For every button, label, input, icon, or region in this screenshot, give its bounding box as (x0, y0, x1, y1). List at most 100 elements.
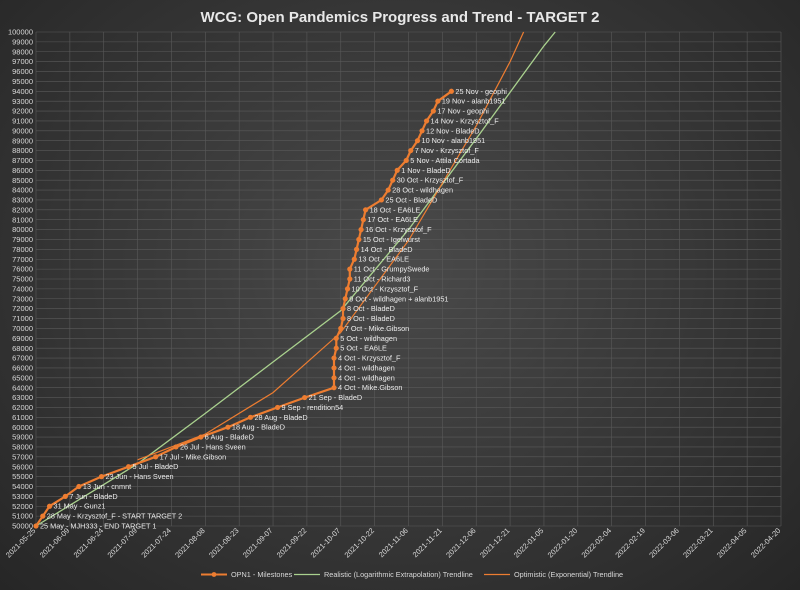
milestone-point (331, 375, 337, 381)
milestone-label: 25 May - MJH333 - END TARGET 1 (40, 522, 156, 531)
milestone-label: 28 Oct - wildhagen (392, 186, 453, 195)
y-tick-label: 68000 (12, 344, 33, 353)
milestone-label: 14 Oct - BladeD (361, 245, 413, 254)
legend-realistic-text: Realistic (Logarithmic Extrapolation) Tr… (324, 570, 473, 579)
milestone-label: 5 Jul - BladeD (133, 462, 179, 471)
milestone-point (153, 454, 159, 460)
y-tick-label: 80000 (12, 225, 33, 234)
milestone-point (448, 88, 454, 94)
y-tick-label: 90000 (12, 126, 33, 135)
milestone-label: 26 Jul - Hans Sveen (180, 442, 246, 451)
y-tick-label: 72000 (12, 304, 33, 313)
y-tick-label: 75000 (12, 275, 33, 284)
x-axis: 2021-05-25 2021-06-09 2021-06-24 2021-07-09… (4, 526, 782, 559)
y-tick-label: 83000 (12, 196, 33, 205)
milestone-label: 28 Aug - BladeD (254, 413, 307, 422)
milestone-label: 8 Oct - BladeD (347, 304, 395, 313)
x-tick-label: 2021-07-09 (106, 526, 139, 559)
y-tick-label: 81000 (12, 215, 33, 224)
y-tick-label: 50000 (12, 522, 33, 531)
milestone-point (408, 147, 414, 154)
x-tick-label: 2022-02-04 (580, 526, 613, 559)
y-tick-label: 64000 (12, 383, 33, 392)
x-tick-label: 2021-06-09 (38, 526, 71, 559)
milestone-point (247, 414, 254, 420)
milestone-point (347, 276, 353, 282)
x-tick-label: 2022-03-06 (647, 526, 680, 559)
milestone-point (125, 464, 132, 470)
milestone-label: 7 Nov - Krzysztof_F (415, 146, 480, 155)
milestone-point (378, 197, 385, 203)
milestone-label: 11 Oct - GrumpySwede (354, 265, 430, 274)
milestone-point (360, 217, 366, 223)
y-tick-label: 78000 (12, 245, 33, 254)
y-tick-label: 94000 (12, 87, 33, 96)
y-tick-label: 54000 (12, 482, 33, 491)
milestone-label: 31 May - Gunz1 (54, 502, 106, 511)
milestone-point (331, 355, 337, 361)
realistic-trendline (35, 31, 556, 527)
milestone-point (331, 385, 337, 391)
milestone-label: 17 Oct - EA6LE (367, 215, 418, 224)
x-tick-label: 2021-05-25 (4, 526, 37, 559)
milestone-point (358, 227, 364, 233)
y-tick-label: 70000 (12, 324, 33, 333)
milestone-label: 13 Jun - cnmnt (83, 482, 131, 491)
milestone-labels: 25 May - MJH333 - END TARGET 128 May - K… (40, 87, 507, 531)
y-tick-label: 65000 (12, 373, 33, 382)
y-tick-label: 71000 (12, 314, 33, 323)
milestone-point (302, 394, 308, 401)
y-tick-label: 96000 (12, 67, 33, 76)
y-tick-label: 97000 (12, 57, 33, 66)
x-tick-label: 2022-02-19 (613, 526, 646, 559)
y-tick-label: 87000 (12, 156, 33, 165)
milestone-label: 5 Oct - wildhagen (340, 334, 397, 343)
milestone-point (403, 157, 409, 164)
milestone-label: 23 Jun - Hans Sveen (105, 472, 173, 481)
milestone-point (198, 434, 204, 440)
y-tick-label: 59000 (12, 433, 33, 442)
y-tick-label: 76000 (12, 265, 33, 274)
milestone-point (347, 266, 353, 272)
milestone-point (385, 187, 391, 193)
milestone-point (423, 118, 430, 124)
x-tick-label: 2022-01-20 (546, 526, 579, 559)
y-tick-label: 51000 (12, 512, 33, 521)
x-tick-label: 2021-09-07 (241, 526, 274, 559)
milestone-point (353, 246, 360, 252)
x-tick-label: 2021-09-22 (275, 526, 308, 559)
milestone-point (46, 503, 53, 509)
x-tick-label: 2021-10-22 (343, 526, 376, 559)
milestone-label: 9 Sep - rendition54 (282, 403, 344, 412)
milestone-label: 10 Oct - Krzysztof_F (352, 284, 419, 293)
y-tick-label: 85000 (12, 176, 33, 185)
milestone-point (333, 345, 339, 351)
gridlines (35, 31, 782, 527)
x-tick-label: 2021-08-23 (207, 526, 240, 559)
milestone-point (356, 236, 362, 243)
y-tick-label: 56000 (12, 462, 33, 471)
milestone-point (414, 138, 421, 144)
milestone-label: 28 May - Krzysztof_F - START TARGET 2 (47, 512, 182, 521)
milestone-label: 4 Oct - wildhagen (338, 363, 395, 372)
milestone-label: 5 Nov - Attila Cortada (410, 156, 480, 165)
y-tick-label: 89000 (12, 136, 33, 145)
y-tick-label: 91000 (12, 117, 33, 126)
milestone-label: 15 Oct - Igelwurst (363, 235, 420, 244)
milestone-label: 25 Oct - BladeD (385, 195, 437, 204)
milestone-point (76, 483, 82, 490)
milestone-label: 4 Oct - wildhagen (338, 373, 395, 382)
y-tick-label: 98000 (12, 47, 33, 56)
y-tick-label: 79000 (12, 235, 33, 244)
milestone-point (338, 325, 344, 331)
legend-milestones-marker (211, 572, 217, 577)
milestone-label: 12 Nov - BladeD (426, 126, 480, 135)
optimistic-trendline (137, 31, 525, 461)
milestone-label: 6 Aug - BladeD (205, 433, 254, 442)
milestone-label: 16 Oct - Krzysztof_F (365, 225, 432, 234)
y-tick-label: 82000 (12, 205, 33, 214)
milestone-label: 10 Nov - alanb1951 (422, 136, 486, 145)
y-tick-label: 67000 (12, 354, 33, 363)
